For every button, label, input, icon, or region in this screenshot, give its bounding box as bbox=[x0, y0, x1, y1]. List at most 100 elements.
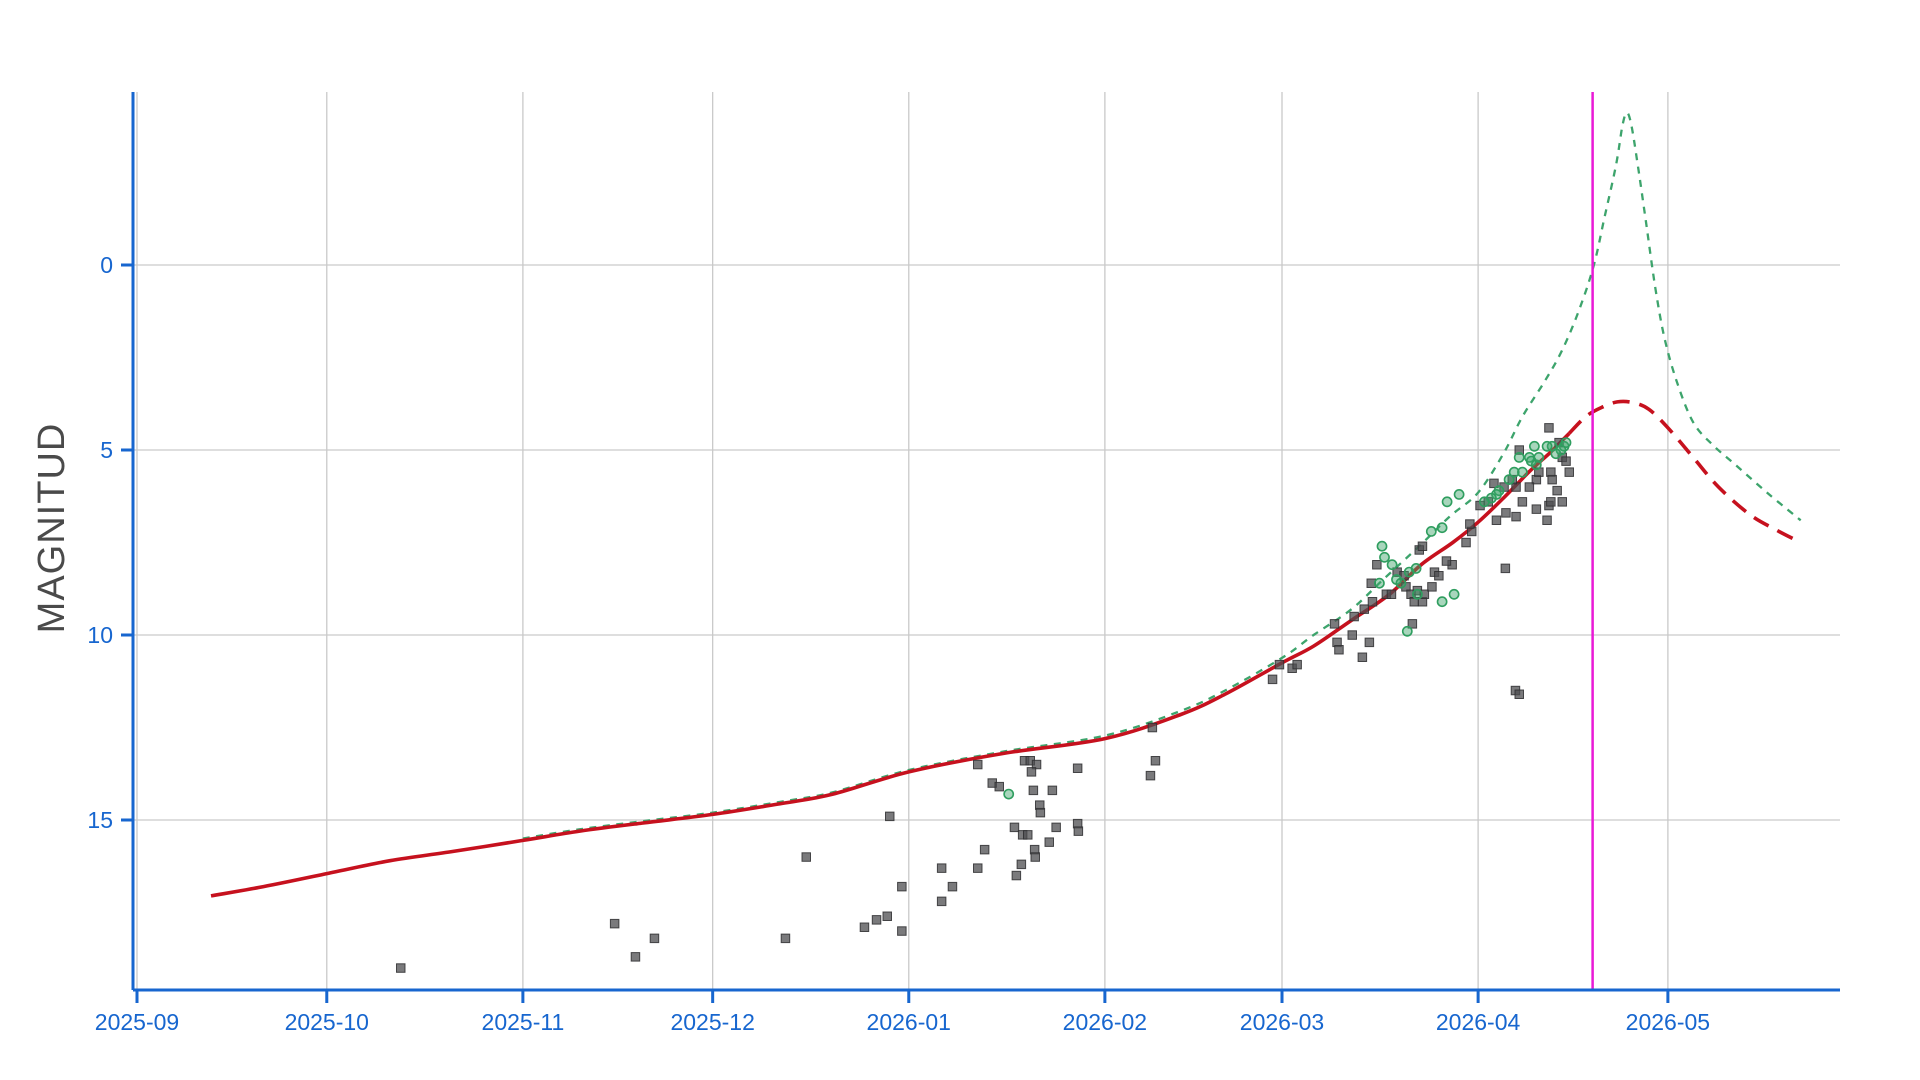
observation-point-square[interactable] bbox=[1329, 619, 1340, 629]
observation-point-circle[interactable] bbox=[1560, 437, 1572, 448]
observation-point-square[interactable] bbox=[1461, 537, 1471, 548]
observation-point-square[interactable] bbox=[649, 933, 660, 944]
observation-point-square[interactable] bbox=[396, 963, 406, 973]
observation-point-square[interactable] bbox=[1274, 659, 1285, 670]
observation-point-square[interactable] bbox=[609, 918, 620, 929]
observation-point-square[interactable] bbox=[1514, 445, 1524, 455]
observation-point-square[interactable] bbox=[994, 781, 1004, 792]
observation-point-circle[interactable] bbox=[1436, 522, 1448, 534]
observation-point-circle[interactable] bbox=[1379, 551, 1390, 563]
observation-point-square[interactable] bbox=[1031, 759, 1042, 770]
observation-point-circle[interactable] bbox=[1441, 496, 1453, 508]
observation-point-square[interactable] bbox=[1016, 859, 1027, 870]
observation-point-circle[interactable] bbox=[1410, 563, 1422, 574]
observation-point-square[interactable] bbox=[1561, 456, 1571, 466]
observation-point-square[interactable] bbox=[1364, 637, 1375, 648]
observation-point-square[interactable] bbox=[885, 811, 895, 822]
observation-point-square[interactable] bbox=[973, 759, 983, 770]
observation-point-square[interactable] bbox=[1359, 604, 1369, 614]
observation-point-square[interactable] bbox=[801, 852, 811, 862]
observation-point-square[interactable] bbox=[1511, 511, 1521, 522]
observation-point-circle[interactable] bbox=[1401, 625, 1413, 637]
observation-point-circle[interactable] bbox=[1529, 440, 1540, 452]
observation-point-square[interactable] bbox=[1534, 467, 1544, 477]
observation-point-square[interactable] bbox=[1030, 852, 1040, 862]
observation-point-circle[interactable] bbox=[1436, 596, 1448, 608]
observation-point-square[interactable] bbox=[1564, 467, 1574, 477]
observation-point-square[interactable] bbox=[947, 881, 958, 892]
observation-point-square[interactable] bbox=[1557, 497, 1567, 507]
observation-point-square[interactable] bbox=[630, 952, 641, 962]
observation-point-circle[interactable] bbox=[1533, 451, 1545, 463]
observation-point-square[interactable] bbox=[1489, 478, 1499, 489]
observation-point-square[interactable] bbox=[1147, 722, 1158, 733]
observation-point-square[interactable] bbox=[1517, 497, 1528, 507]
observation-point-square[interactable] bbox=[1073, 826, 1084, 836]
observation-point-square[interactable] bbox=[1349, 611, 1359, 622]
observation-point-circle[interactable] bbox=[1386, 559, 1398, 571]
observation-point-square[interactable] bbox=[1292, 659, 1302, 670]
observation-point-circle[interactable] bbox=[1479, 496, 1490, 508]
observation-point-square[interactable] bbox=[1357, 652, 1368, 662]
observation-point-square[interactable] bbox=[897, 926, 907, 936]
observation-point-square[interactable] bbox=[1009, 822, 1020, 833]
observation-point-circle[interactable] bbox=[1412, 588, 1423, 600]
observation-point-square[interactable] bbox=[1465, 519, 1475, 529]
observation-point-square[interactable] bbox=[1386, 589, 1397, 599]
observation-point-square[interactable] bbox=[1026, 767, 1037, 777]
observation-point-square[interactable] bbox=[871, 915, 882, 925]
observation-point-square[interactable] bbox=[1145, 770, 1156, 781]
observation-point-circle[interactable] bbox=[1508, 466, 1520, 478]
observation-point-circle[interactable] bbox=[1517, 466, 1528, 478]
observation-point-square[interactable] bbox=[1501, 508, 1511, 518]
observation-point-square[interactable] bbox=[973, 863, 983, 873]
observation-point-square[interactable] bbox=[936, 863, 947, 873]
observation-point-circle[interactable] bbox=[1503, 474, 1515, 485]
observation-point-square[interactable] bbox=[936, 896, 947, 907]
observation-point-square[interactable] bbox=[1267, 674, 1278, 685]
observation-point-square[interactable] bbox=[1051, 822, 1061, 833]
observation-point-square[interactable] bbox=[1334, 645, 1344, 655]
observation-point-square[interactable] bbox=[1427, 582, 1437, 592]
observation-point-circle[interactable] bbox=[1374, 577, 1385, 589]
observation-point-square[interactable] bbox=[1150, 756, 1161, 766]
observation-point-circle[interactable] bbox=[1513, 451, 1525, 463]
observation-point-square[interactable] bbox=[882, 911, 892, 921]
observation-point-square[interactable] bbox=[1044, 837, 1054, 847]
observation-point-square[interactable] bbox=[1552, 485, 1562, 496]
observation-point-square[interactable] bbox=[1544, 423, 1554, 433]
observation-point-square[interactable] bbox=[1542, 515, 1552, 525]
observation-point-square[interactable] bbox=[859, 922, 870, 932]
observation-point-square[interactable] bbox=[1531, 504, 1542, 514]
observation-point-square[interactable] bbox=[1023, 830, 1033, 840]
observation-point-square[interactable] bbox=[1407, 619, 1418, 629]
observation-point-circle[interactable] bbox=[1448, 588, 1460, 600]
observation-point-square[interactable] bbox=[1491, 515, 1502, 525]
observation-point-square[interactable] bbox=[1547, 474, 1557, 485]
observation-point-square[interactable] bbox=[1514, 689, 1524, 699]
observation-point-square[interactable] bbox=[1546, 497, 1556, 507]
observation-point-circle[interactable] bbox=[1453, 488, 1465, 500]
observation-point-square[interactable] bbox=[1434, 571, 1444, 581]
observation-point-square[interactable] bbox=[780, 933, 791, 944]
observation-point-square[interactable] bbox=[1035, 807, 1046, 818]
observation-point-square[interactable] bbox=[1524, 482, 1535, 492]
observation-point-circle[interactable] bbox=[1376, 540, 1388, 552]
observation-point-circle[interactable] bbox=[1003, 788, 1015, 800]
observation-point-square[interactable] bbox=[1047, 785, 1058, 796]
observation-point-square[interactable] bbox=[897, 881, 907, 892]
observation-point-square[interactable] bbox=[1500, 563, 1511, 574]
observation-point-square[interactable] bbox=[1347, 630, 1357, 640]
observation-point-square[interactable] bbox=[1441, 556, 1452, 566]
observation-point-square[interactable] bbox=[1419, 589, 1430, 599]
observation-point-square[interactable] bbox=[1372, 560, 1382, 570]
observation-point-square[interactable] bbox=[1367, 597, 1378, 607]
observation-point-square[interactable] bbox=[1011, 870, 1022, 881]
observation-point-square[interactable] bbox=[979, 844, 990, 855]
observation-point-circle[interactable] bbox=[1541, 440, 1553, 452]
observation-point-circle[interactable] bbox=[1395, 577, 1407, 589]
observation-point-circle[interactable] bbox=[1425, 526, 1437, 537]
observation-point-square[interactable] bbox=[1028, 785, 1039, 796]
observation-point-square[interactable] bbox=[1417, 541, 1428, 551]
observation-point-square[interactable] bbox=[1072, 763, 1083, 773]
